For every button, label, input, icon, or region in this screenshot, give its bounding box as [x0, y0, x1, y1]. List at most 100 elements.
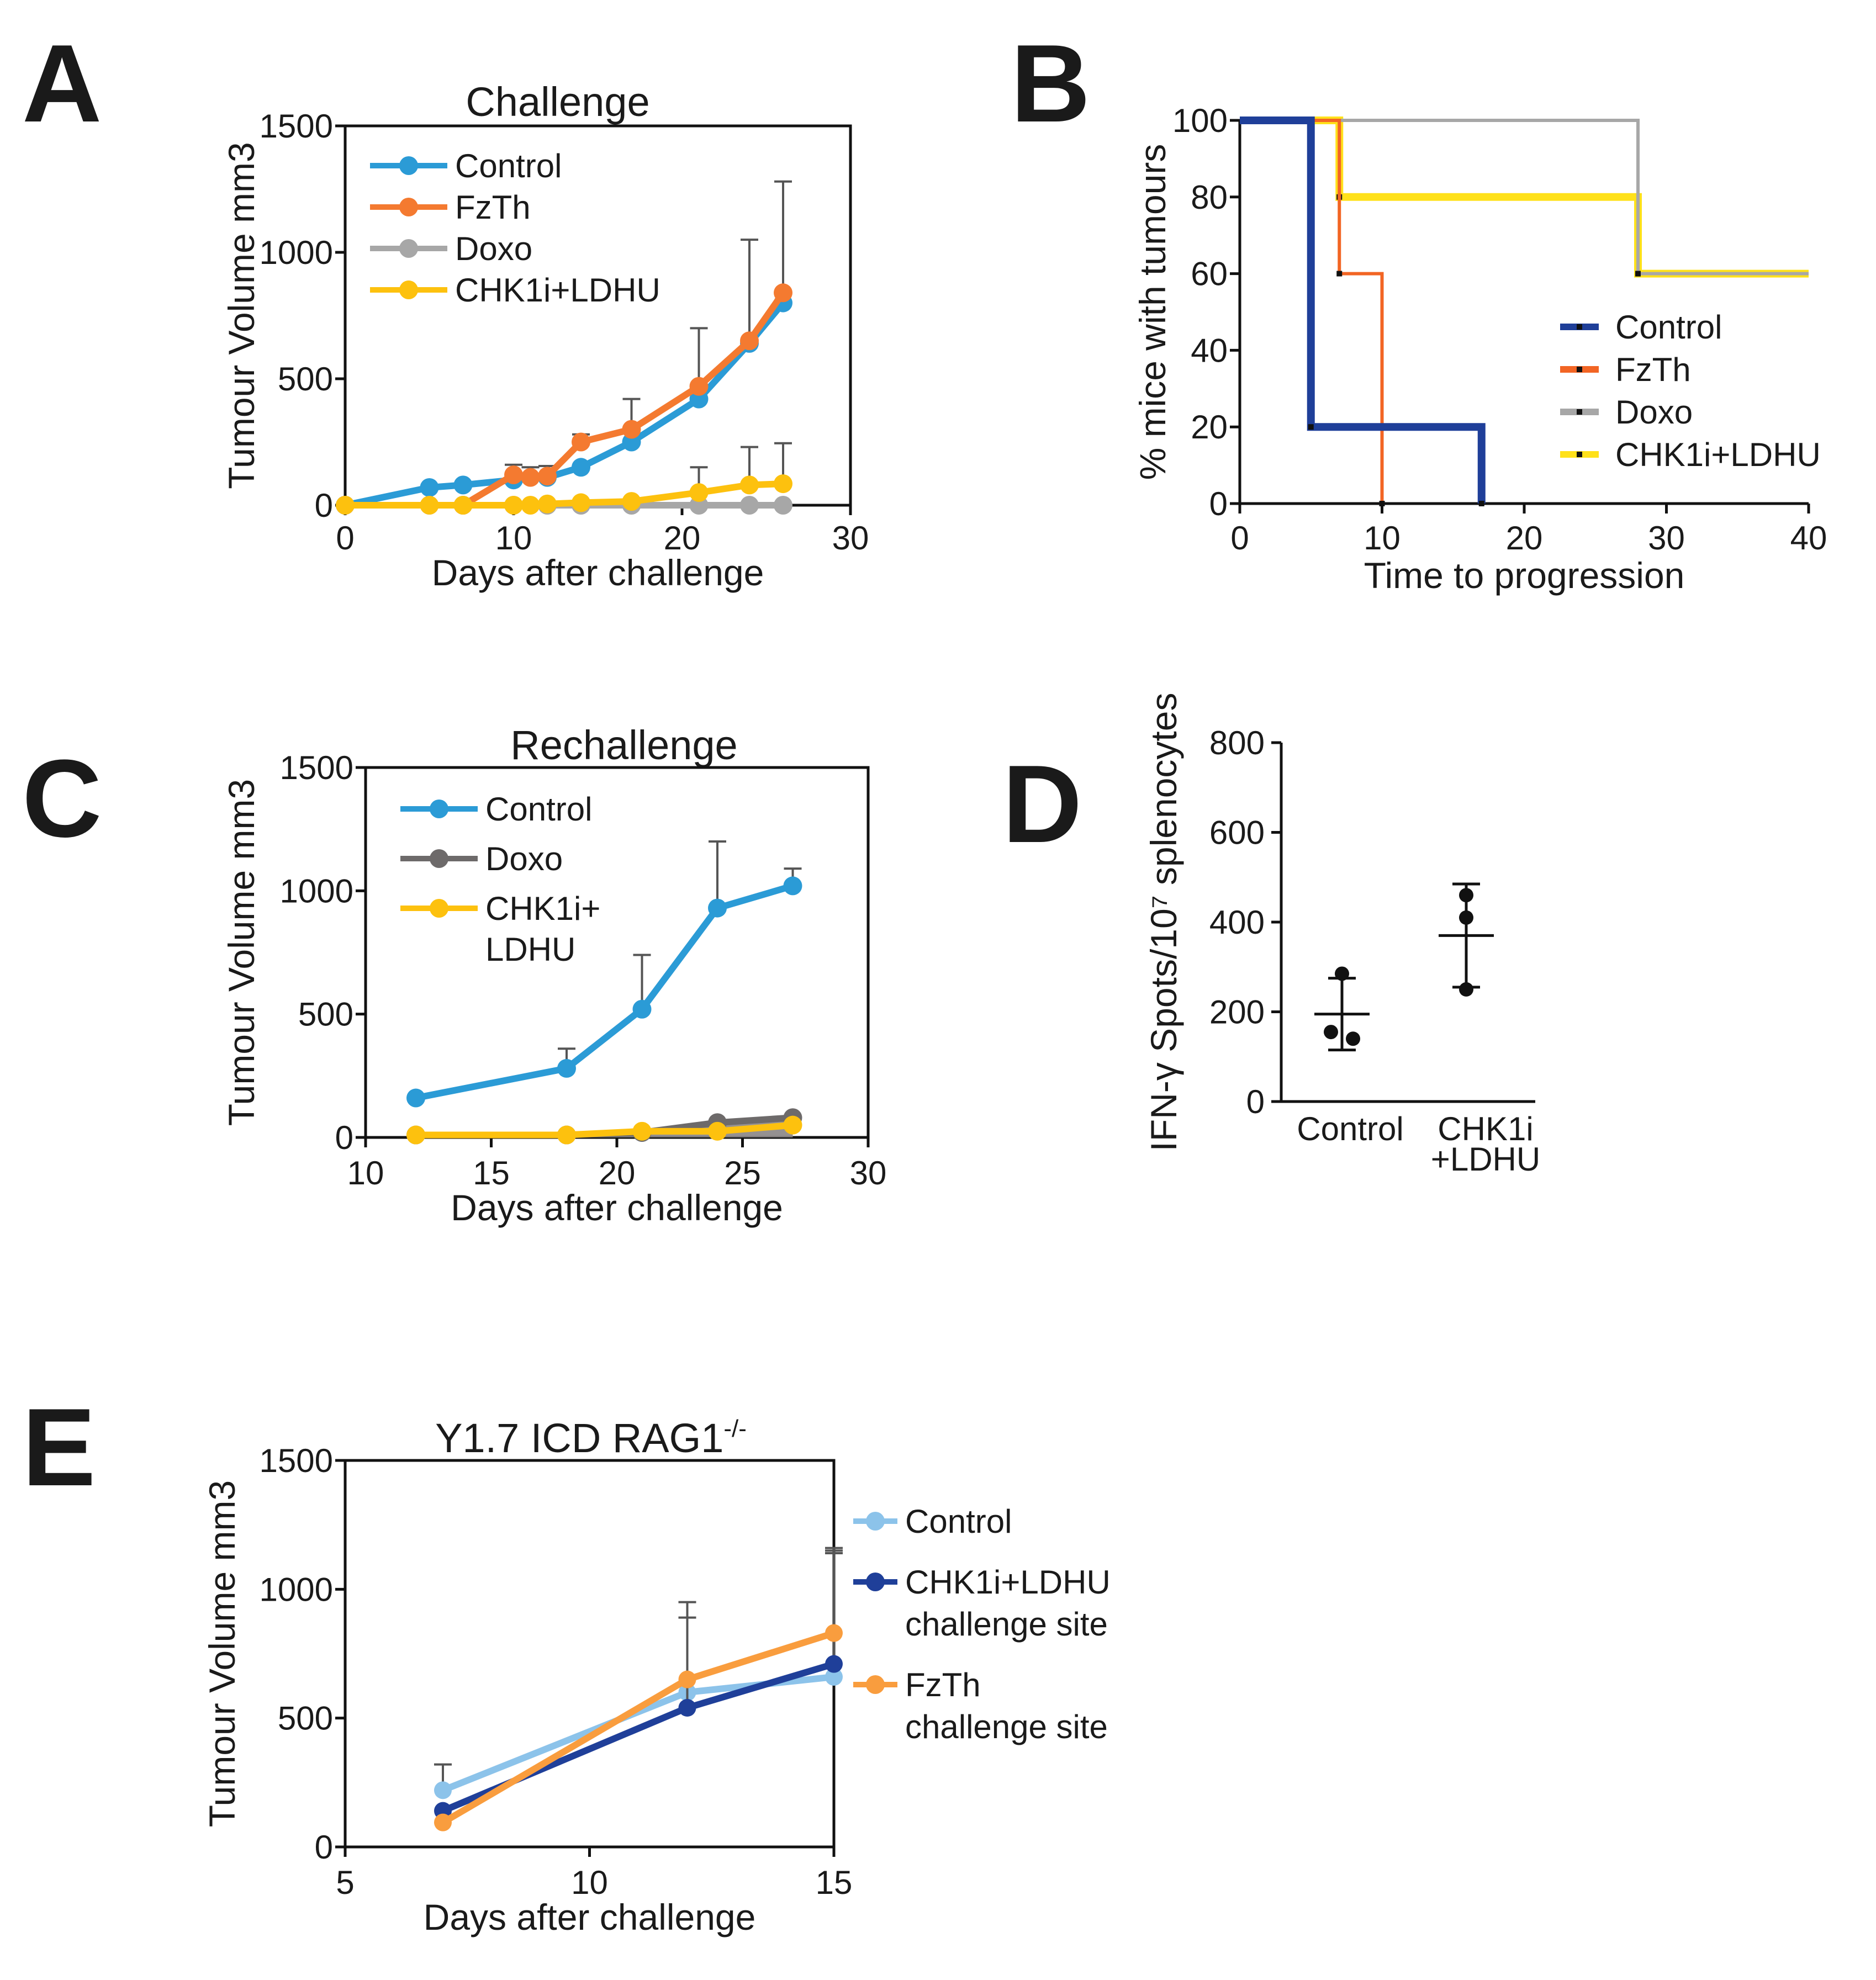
data-point — [1324, 1025, 1338, 1040]
legend-label: Doxo — [485, 840, 563, 877]
data-point — [521, 496, 540, 515]
data-point — [504, 465, 523, 485]
x-axis-label: Days after challenge — [432, 552, 764, 593]
data-point — [504, 496, 523, 515]
y-tick-label: 1000 — [260, 234, 333, 271]
data-point — [538, 467, 557, 486]
data-point — [1346, 1031, 1360, 1046]
data-point — [572, 432, 590, 452]
panel-letter-e: E — [22, 1386, 96, 1509]
x-tick-label: 15 — [473, 1155, 510, 1192]
legend-label: CHK1i+LDHU — [455, 272, 660, 309]
data-point — [678, 1699, 696, 1717]
legend-label: challenge site — [905, 1708, 1108, 1745]
censor-mark — [1379, 501, 1385, 506]
x-tick-label: 25 — [724, 1155, 761, 1192]
data-point — [689, 377, 709, 396]
group-1: CHK1i+LDHU — [1431, 882, 1540, 1178]
data-point — [336, 496, 355, 515]
data-point — [453, 475, 473, 495]
x-tick-label: 20 — [664, 520, 701, 557]
data-point — [774, 496, 792, 515]
legend-label: CHK1i+LDHU — [905, 1564, 1111, 1601]
data-point — [1459, 910, 1473, 925]
legend-label: Control — [1615, 309, 1722, 346]
y-tick-label: 1000 — [260, 1571, 333, 1608]
data-point — [783, 1115, 802, 1135]
data-point — [420, 478, 439, 497]
data-point — [622, 492, 641, 511]
panel-letter-d: D — [1002, 743, 1082, 866]
y-axis-label: IFN-γ Spots/10⁷ splenocytes — [1143, 693, 1184, 1152]
data-point — [557, 1125, 576, 1145]
x-tick-label: 30 — [1648, 520, 1685, 557]
legend-label: Control — [905, 1503, 1012, 1540]
y-tick-label: 0 — [335, 1119, 353, 1156]
chart-a: Challenge 0 10 20 30 0 500 1000 1500 Days after c… — [221, 79, 869, 593]
series-0 — [434, 1552, 843, 1799]
x-axis-label: Time to progression — [1364, 555, 1685, 596]
x-tick-label: 5 — [336, 1864, 354, 1901]
data-point — [708, 1121, 727, 1141]
data-point — [434, 1781, 452, 1799]
x-tick-label: 30 — [850, 1155, 887, 1192]
y-tick-label: 1000 — [280, 872, 353, 909]
x-axis-label: Days after challenge — [424, 1897, 756, 1937]
data-point — [406, 1125, 425, 1145]
x-axis-label: Days after challenge — [451, 1187, 783, 1228]
group-0: Control — [1297, 966, 1404, 1147]
y-tick-label: 500 — [278, 361, 333, 398]
x-tick-label: 20 — [599, 1155, 636, 1192]
series-1 — [336, 180, 792, 515]
censor-mark — [1308, 424, 1314, 430]
legend-label: CHK1i+LDHU — [1615, 436, 1821, 473]
x-tick-label: 40 — [1790, 520, 1827, 557]
data-point — [825, 1668, 843, 1686]
legend-marker — [399, 239, 418, 258]
y-tick-label: 1500 — [280, 749, 353, 786]
data-point — [420, 496, 439, 515]
data-point — [740, 475, 759, 495]
legend-marker — [399, 280, 418, 299]
legend-marker — [866, 1675, 885, 1694]
series-line — [345, 290, 786, 509]
legend-label: FzTh — [455, 189, 531, 226]
series-line — [344, 300, 786, 509]
x-tick-label: 30 — [832, 520, 869, 557]
data-point — [740, 496, 759, 515]
legend-marker — [399, 156, 418, 175]
y-axis-label: Tumour Volume mm3 — [202, 1480, 242, 1827]
y-tick-label: 500 — [298, 996, 353, 1033]
series-line — [415, 882, 794, 1102]
x-tick-label: 0 — [336, 520, 354, 557]
data-point — [572, 458, 590, 477]
legend-marker — [430, 899, 448, 918]
data-point — [774, 283, 792, 303]
x-tick-label: 15 — [816, 1864, 853, 1901]
data-point — [1459, 888, 1473, 903]
y-tick-label: 60 — [1191, 256, 1228, 293]
x-category-label: Control — [1297, 1110, 1403, 1147]
y-tick-label: 500 — [278, 1700, 333, 1737]
legend-marker — [1577, 452, 1582, 457]
data-point — [572, 493, 590, 512]
series-0 — [336, 293, 792, 515]
panel-letter-b: B — [1011, 22, 1090, 145]
chart-c: Rechallenge 10 15 20 25 30 0 500 1000 1500 Days af… — [221, 722, 886, 1228]
y-axis-label: Tumour Volume mm3 — [221, 779, 262, 1126]
plot-frame — [364, 766, 870, 1139]
legend-label: LDHU — [485, 931, 575, 968]
legend-marker — [430, 849, 448, 868]
legend-label: FzTh — [1615, 351, 1691, 388]
legend-marker — [1577, 367, 1582, 372]
series-step-line — [1240, 117, 1809, 278]
y-tick-label: 80 — [1191, 179, 1228, 216]
x-tick-label: 10 — [347, 1155, 384, 1192]
chart-title: Rechallenge — [510, 722, 737, 768]
chart-title: Y1.7 ICD RAG1-/- — [435, 1415, 747, 1461]
data-point — [825, 1655, 843, 1673]
chart-d: 0 200 400 600 800 IFN-γ Spots/10⁷ splenocytes… — [1143, 693, 1540, 1178]
y-tick-label: 20 — [1191, 409, 1228, 446]
y-tick-label: 40 — [1191, 332, 1228, 369]
